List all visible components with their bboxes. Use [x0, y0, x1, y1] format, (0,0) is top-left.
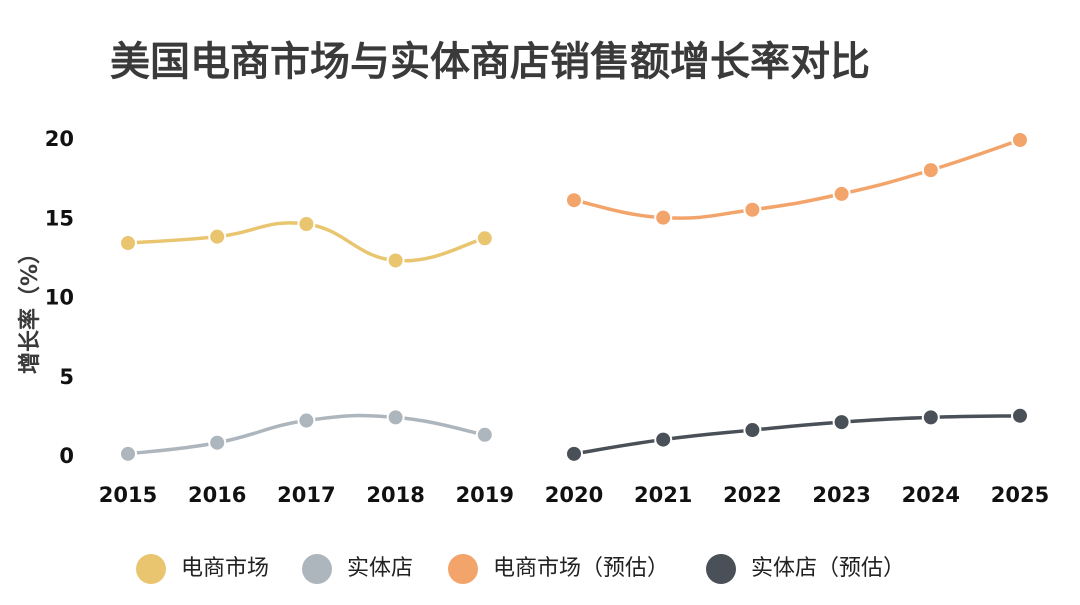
data-point [1011, 131, 1029, 149]
x-tick-label: 2018 [366, 483, 424, 507]
data-point [832, 413, 851, 432]
data-point [386, 251, 405, 270]
data-point [654, 208, 673, 227]
x-axis-ticks: 2015 2016 2017 2018 2019 2020 2021 2022 2023 2024… [99, 483, 1049, 507]
y-axis-ticks: 0 5 10 15 20 [45, 127, 74, 468]
legend-marker [706, 554, 736, 584]
data-point [654, 430, 673, 449]
data-point [743, 421, 762, 440]
data-point [565, 191, 583, 210]
y-tick-label: 20 [45, 127, 74, 151]
x-tick-label: 2015 [99, 483, 157, 507]
legend-marker [136, 554, 166, 584]
data-point [832, 184, 851, 203]
series-group [119, 131, 1029, 463]
legend-item[interactable]: 电商市场（预估） [448, 554, 669, 584]
y-tick-label: 5 [59, 365, 74, 389]
legend: 电商市场 实体店 电商市场（预估） 实体店（预估） [136, 554, 905, 584]
legend-label: 实体店（预估） [751, 556, 905, 581]
series-line [572, 414, 1022, 456]
y-tick-label: 15 [45, 206, 74, 230]
data-point [208, 227, 227, 246]
series-1 [119, 215, 494, 270]
data-point [386, 408, 405, 427]
data-point [475, 425, 494, 444]
chart-title: 美国电商市场与实体商店销售额增长率对比 [110, 39, 870, 85]
series-line [572, 138, 1022, 220]
data-point [565, 444, 583, 463]
legend-marker [448, 554, 478, 584]
data-point [921, 408, 940, 427]
series-2 [119, 408, 494, 463]
x-tick-label: 2023 [812, 483, 870, 507]
data-point [1011, 406, 1029, 425]
data-point [743, 200, 762, 219]
data-point [119, 444, 137, 463]
legend-label: 电商市场 [181, 556, 269, 581]
legend-label: 实体店 [347, 556, 413, 581]
x-tick-label: 2020 [545, 483, 603, 507]
data-point [119, 234, 137, 253]
legend-label: 电商市场（预估） [493, 556, 669, 581]
legend-item[interactable]: 实体店 [302, 554, 413, 584]
x-tick-label: 2025 [991, 483, 1049, 507]
legend-item[interactable]: 电商市场 [136, 554, 269, 584]
data-point [297, 215, 316, 234]
x-tick-label: 2016 [188, 483, 246, 507]
x-tick-label: 2022 [723, 483, 781, 507]
series-4 [565, 406, 1029, 463]
data-point [297, 411, 316, 430]
data-point [921, 161, 940, 180]
x-tick-label: 2024 [902, 483, 960, 507]
data-point [475, 229, 494, 248]
y-tick-label: 10 [45, 286, 74, 310]
series-3 [565, 131, 1029, 227]
y-axis-label: 增长率（%） [17, 242, 43, 374]
data-point [208, 433, 227, 452]
x-tick-label: 2021 [634, 483, 692, 507]
y-tick-label: 0 [59, 444, 74, 468]
legend-marker [302, 554, 332, 584]
x-tick-label: 2017 [277, 483, 335, 507]
x-tick-label: 2019 [456, 483, 514, 507]
legend-item[interactable]: 实体店（预估） [706, 554, 905, 584]
